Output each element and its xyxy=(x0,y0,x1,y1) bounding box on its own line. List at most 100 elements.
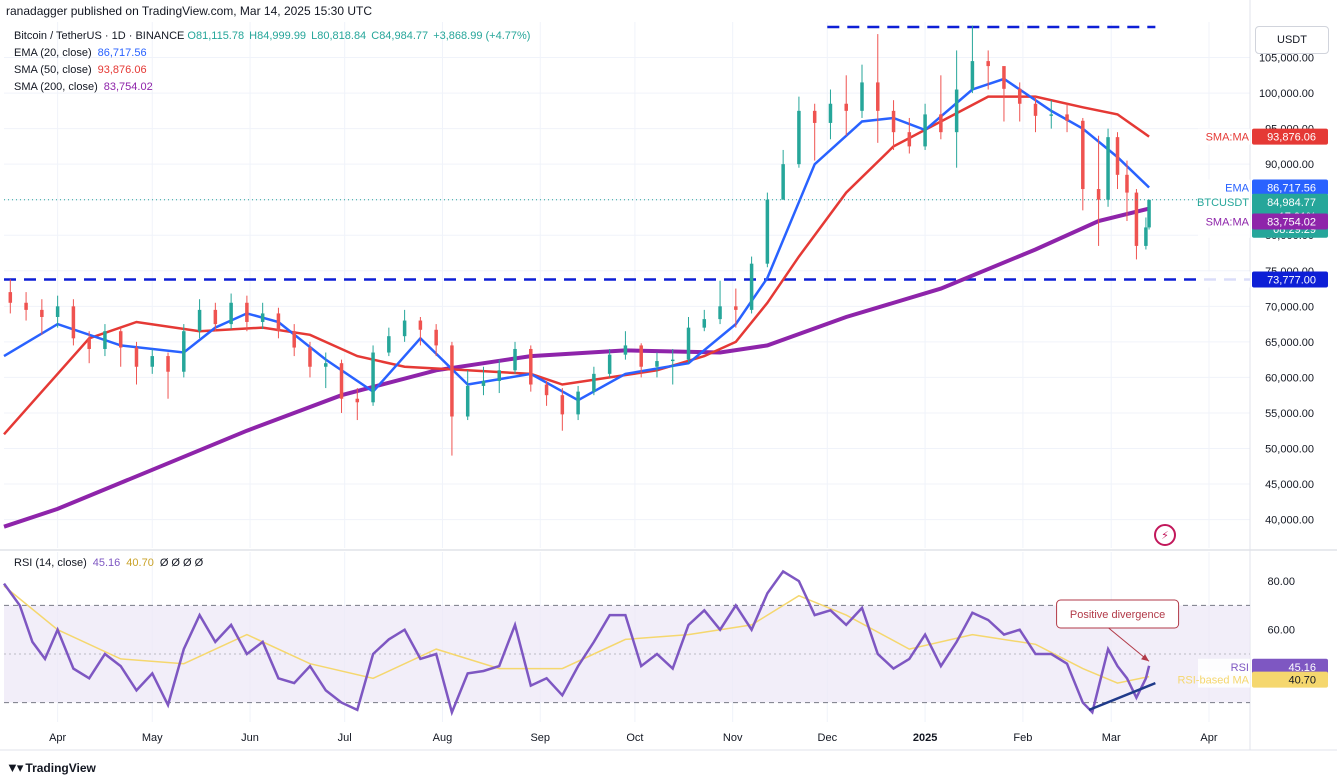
rsi-legend[interactable]: RSI (14, close) 45.16 40.70 Ø Ø Ø Ø xyxy=(14,557,203,569)
rsi-ma-price-label-tag: RSI-based MA xyxy=(1177,675,1249,687)
candle-body xyxy=(166,356,170,372)
price-tick-label: 45,000.00 xyxy=(1265,479,1314,491)
candle-body xyxy=(134,347,139,367)
candle-body xyxy=(292,331,296,348)
time-tick-label: Nov xyxy=(723,732,743,744)
sma50-price-label: SMA:MA 93,876.06 xyxy=(1198,128,1328,145)
candle-body xyxy=(1106,137,1110,200)
candle-body xyxy=(150,356,155,367)
time-tick-label: May xyxy=(142,732,163,744)
candle-body xyxy=(781,164,785,200)
time-tick-label: Dec xyxy=(818,732,838,744)
sma200-legend[interactable]: SMA (200, close) 83,754.02 xyxy=(14,81,153,93)
candle-body xyxy=(639,345,643,367)
level-price-label-value: 73,777.00 xyxy=(1267,274,1316,286)
candle-body xyxy=(387,336,391,353)
sma50-price-label-tag-bg xyxy=(1198,128,1250,145)
candle-body xyxy=(355,398,360,403)
candle-body xyxy=(324,363,328,367)
candle-body xyxy=(103,331,107,349)
price-labels[interactable]: SMA:MA 93,876.06 EMA 86,717.56 BTCUSDT 84,984… xyxy=(1177,128,1328,688)
price-tick-label: 105,000.00 xyxy=(1259,53,1314,65)
price-tick-label: 65,000.00 xyxy=(1265,337,1314,349)
candle-body xyxy=(402,320,407,337)
change-value: +3,868.99 (+4.77%) xyxy=(433,30,531,42)
annotation-arrow xyxy=(1108,627,1150,662)
candle-body xyxy=(481,380,486,386)
lightning-icon[interactable]: ⚡ xyxy=(1154,524,1176,546)
candle-body xyxy=(923,114,927,147)
ema-legend[interactable]: EMA (20, close) 86,717.56 xyxy=(14,47,147,59)
sma200-price-label-value: 83,754.02 xyxy=(1267,217,1316,229)
candle-body xyxy=(1049,114,1054,116)
candle-body xyxy=(797,110,801,165)
candle-body xyxy=(1147,199,1151,228)
open-value: O81,115.78 xyxy=(187,30,245,42)
time-tick-label: Aug xyxy=(433,732,453,744)
rsi-price-label-box xyxy=(1252,658,1328,675)
candle-body xyxy=(860,82,864,111)
moving-averages xyxy=(3,77,1150,529)
candle-body xyxy=(371,352,375,403)
high-value: H84,999.99 xyxy=(249,30,307,42)
currency-button[interactable]: USDT xyxy=(1255,26,1329,54)
candle-body xyxy=(450,345,454,417)
ema-label: EMA (20, close) xyxy=(14,47,92,59)
rsi-value: 45.16 xyxy=(92,557,121,569)
rsi-pane: Positive divergence xyxy=(2,569,1180,717)
candle-body xyxy=(276,313,281,332)
candle-body xyxy=(1115,137,1120,175)
tradingview-logo-icon: ▼▾ xyxy=(6,760,23,775)
sma50-price-label-box xyxy=(1252,128,1328,145)
candle-body xyxy=(1134,192,1139,246)
rsi-extra: Ø Ø Ø Ø xyxy=(159,557,204,569)
sma50-legend[interactable]: SMA (50, close) 93,876.06 xyxy=(14,64,147,76)
candle-body xyxy=(907,132,912,147)
sma200-price-label-tag: SMA:MA xyxy=(1206,217,1250,229)
time-tick-label: Mar xyxy=(1102,732,1121,744)
ema20-line xyxy=(3,77,1150,402)
candle-body xyxy=(734,306,738,310)
candle-body xyxy=(229,302,233,325)
candle-body xyxy=(1017,88,1022,104)
symbol-legend[interactable]: Bitcoin / TetherUS · 1D · BINANCE O81,11… xyxy=(14,30,532,42)
candle-body xyxy=(529,348,533,385)
time-tick-label: Apr xyxy=(1200,732,1217,744)
candle-body xyxy=(245,302,249,322)
btcusdt-price-label-tag: BTCUSDT xyxy=(1197,197,1249,209)
brand-name: TradingView xyxy=(25,761,96,775)
candle-body xyxy=(40,309,44,317)
candle-body xyxy=(686,327,691,360)
rsi-price-label-tag: RSI xyxy=(1231,662,1249,674)
annotation-arrowhead xyxy=(1141,654,1150,662)
candle-body xyxy=(1096,189,1101,200)
sma50-label: SMA (50, close) xyxy=(14,64,92,76)
price-tick-label: 40,000.00 xyxy=(1265,515,1314,527)
rsi-price-label-tag-bg xyxy=(1198,658,1250,675)
symbol-name: Bitcoin / TetherUS · 1D · BINANCE xyxy=(14,30,185,42)
low-value: L80,818.84 xyxy=(311,30,367,42)
rsi-ma-price-label-value: 40.70 xyxy=(1288,675,1316,687)
candle-body xyxy=(560,395,565,415)
price-tick-label: 90,000.00 xyxy=(1265,159,1314,171)
candle-body xyxy=(71,306,76,339)
candle-body xyxy=(986,61,990,67)
candle-body xyxy=(1081,120,1085,190)
candle-body xyxy=(623,345,628,355)
time-tick-label: Apr xyxy=(49,732,66,744)
candle-body xyxy=(718,306,722,320)
sma50-price-label-tag: SMA:MA xyxy=(1206,132,1250,144)
candle-body xyxy=(308,347,312,367)
sma50-line xyxy=(3,95,1150,436)
rsi-ma-value: 40.70 xyxy=(126,557,154,569)
tradingview-brand[interactable]: ▼▾ TradingView xyxy=(6,760,96,776)
candle-body xyxy=(513,348,517,371)
candle-body xyxy=(876,82,880,111)
sma200-price-label-tag-bg xyxy=(1198,213,1250,230)
candle-body xyxy=(939,114,943,133)
rsi-price-label: RSI 45.16 xyxy=(1198,658,1328,675)
candle-body xyxy=(749,263,754,310)
candle-body xyxy=(1065,114,1069,121)
candle-body xyxy=(970,61,975,90)
